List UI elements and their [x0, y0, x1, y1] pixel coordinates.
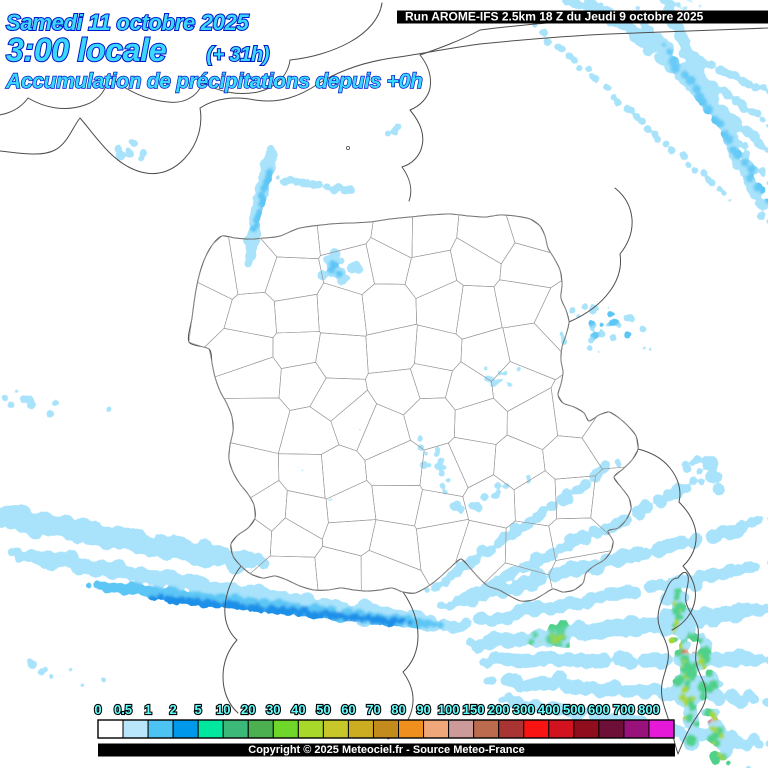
- svg-text:90: 90: [416, 702, 430, 717]
- svg-text:150: 150: [463, 702, 485, 717]
- svg-text:10: 10: [216, 702, 230, 717]
- svg-text:100: 100: [438, 702, 460, 717]
- svg-text:0.5: 0.5: [114, 702, 132, 717]
- svg-text:40: 40: [291, 702, 305, 717]
- svg-text:400: 400: [538, 702, 560, 717]
- svg-text:5: 5: [195, 702, 202, 717]
- svg-text:800: 800: [638, 702, 660, 717]
- svg-text:1: 1: [144, 702, 151, 717]
- svg-text:70: 70: [366, 702, 380, 717]
- svg-text:60: 60: [341, 702, 355, 717]
- svg-text:0: 0: [94, 702, 101, 717]
- svg-text:20: 20: [241, 702, 255, 717]
- svg-text:2: 2: [170, 702, 177, 717]
- svg-text:30: 30: [266, 702, 280, 717]
- svg-text:Run AROME-IFS 2.5km 18 Z du Je: Run AROME-IFS 2.5km 18 Z du Jeudi 9 octo…: [405, 10, 704, 24]
- svg-text:50: 50: [316, 702, 330, 717]
- svg-text:300: 300: [513, 702, 535, 717]
- svg-text:700: 700: [613, 702, 635, 717]
- svg-text:500: 500: [563, 702, 585, 717]
- svg-text:80: 80: [391, 702, 405, 717]
- svg-text:Copyright © 2025 Meteociel.fr: Copyright © 2025 Meteociel.fr - Source M…: [248, 744, 524, 756]
- svg-text:600: 600: [588, 702, 610, 717]
- svg-text:200: 200: [488, 702, 510, 717]
